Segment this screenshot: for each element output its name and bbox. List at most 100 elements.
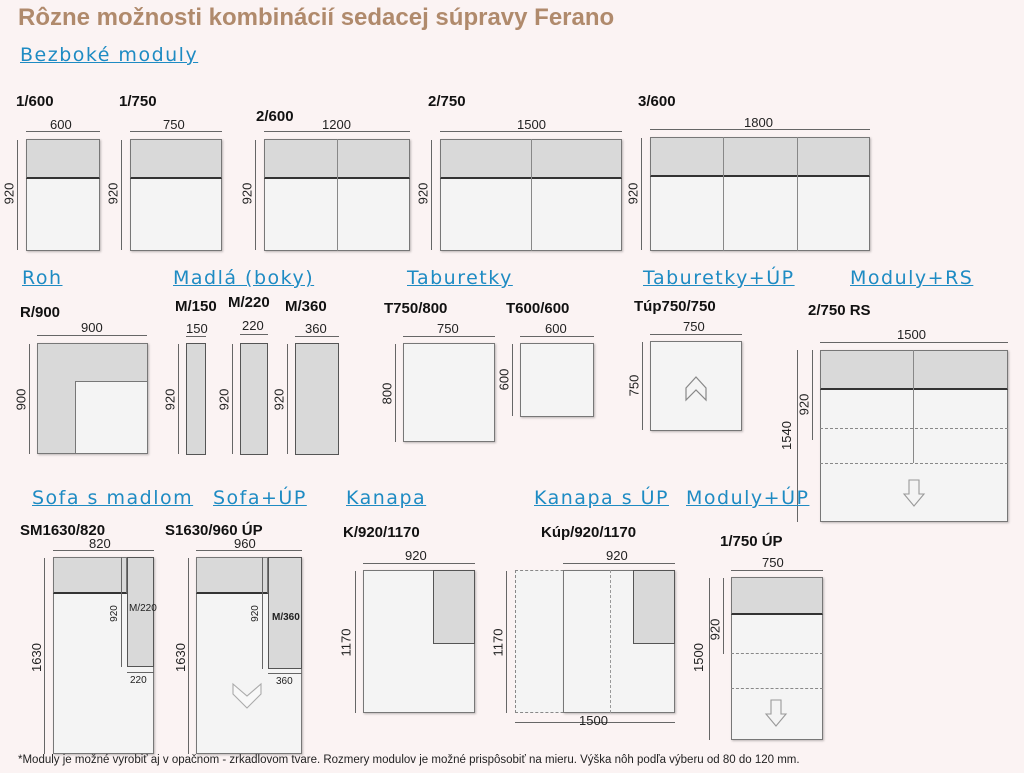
module-code: M/360 <box>285 298 327 315</box>
module-code: 1/750 ÚP <box>720 533 783 550</box>
arm-height-label: 920 <box>249 605 261 622</box>
height-dimension-line <box>255 140 256 250</box>
width-label: 1200 <box>322 117 351 132</box>
width-label: 750 <box>683 319 705 334</box>
module-code: R/900 <box>20 304 61 321</box>
width-dimension-line <box>186 336 206 337</box>
corner-seat <box>75 381 148 454</box>
width-label: 1500 <box>897 327 926 342</box>
width-dimension-line <box>295 336 339 337</box>
chevron-down-icon <box>232 682 262 709</box>
height-seat-label: 920 <box>796 393 812 416</box>
module-code: SM1630/820 <box>20 522 106 539</box>
width-label: 1800 <box>744 115 773 130</box>
footnote: *Moduly je možné vyrobiť aj v opačnom - … <box>18 754 800 766</box>
section-kanapa: Kanapa <box>346 487 427 509</box>
module-code: Kúp/920/1170 <box>541 524 637 541</box>
height-label: 1630 <box>172 643 188 672</box>
section-moduly-rs: Moduly+RS <box>850 267 974 289</box>
height-label: 920 <box>105 182 121 205</box>
height-dimension-line <box>506 571 507 713</box>
width-dimension-line <box>563 563 675 564</box>
section-sofa-up: Sofa+ÚP <box>213 487 307 509</box>
dashed-line <box>820 463 1008 464</box>
arm-width-label: 360 <box>276 676 293 687</box>
seat-divider <box>531 139 532 251</box>
section-madla: Madlá (boky) <box>173 267 315 289</box>
width-label: 150 <box>186 321 208 336</box>
height-label: 920 <box>271 388 287 411</box>
module-code: S1630/960 ÚP <box>165 522 263 539</box>
width-dimension-line <box>650 129 870 130</box>
width-label: 900 <box>81 320 103 335</box>
chevron-up-icon <box>685 376 707 402</box>
height-dimension-line <box>17 140 18 250</box>
width-label: 750 <box>762 555 784 570</box>
height-label: 1170 <box>490 628 506 657</box>
module-code: 3/600 <box>638 93 676 110</box>
arm-m-360 <box>268 557 302 669</box>
arm-width-dimension-line <box>127 672 154 673</box>
arm-height-label: 920 <box>108 605 120 622</box>
height-dimension-line <box>44 558 45 754</box>
backrest <box>53 557 127 594</box>
module-code: 2/750 RS <box>808 302 871 319</box>
arm-label: M/220 <box>129 603 157 614</box>
height-dimension-line <box>188 558 189 754</box>
width-label: 600 <box>50 117 72 132</box>
width-label: 820 <box>89 536 111 551</box>
module-code: 1/750 <box>119 93 157 110</box>
width-dimension-line <box>264 131 410 132</box>
width-dimension-line <box>37 335 147 336</box>
width-dimension-line <box>520 336 594 337</box>
height-dimension-line <box>723 578 724 654</box>
width-label: 360 <box>305 321 327 336</box>
width-label: 600 <box>545 321 567 336</box>
height-label: 1630 <box>28 643 44 672</box>
height-dimension-line <box>431 140 432 250</box>
module-code: 1/600 <box>16 93 54 110</box>
backrest <box>196 557 268 594</box>
width-dimension-line <box>240 334 268 335</box>
page-title: Rôzne možnosti kombinácií sedacej súprav… <box>18 4 615 31</box>
seat-divider <box>723 137 724 251</box>
tabouret-t600-600 <box>520 343 594 417</box>
dashed-line <box>820 428 1008 429</box>
section-kanapa-up: Kanapa s ÚP <box>534 487 669 509</box>
seat-divider <box>797 137 798 251</box>
height-dimension-line <box>29 344 30 454</box>
height-dimension-line <box>812 350 813 440</box>
backrest <box>820 350 1008 390</box>
section-moduly-up: Moduly+ÚP <box>686 487 810 509</box>
height-label: 920 <box>216 388 232 411</box>
height-label: 920 <box>162 388 178 411</box>
arm-m-360 <box>295 343 339 455</box>
height-label: 750 <box>626 374 642 397</box>
module-code: 2/750 <box>428 93 466 110</box>
height-dimension-line <box>395 344 396 442</box>
section-roh: Roh <box>22 267 63 289</box>
height-total-label: 1500 <box>690 643 706 672</box>
bottom-width-dimension-line <box>515 722 675 723</box>
height-label: 920 <box>625 182 641 205</box>
width-dimension-line <box>440 131 622 132</box>
width-label: 960 <box>234 536 256 551</box>
backrest <box>650 137 870 177</box>
dashed-line <box>610 570 611 713</box>
seat-divider <box>337 139 338 251</box>
arm-width-dimension-line <box>268 673 302 674</box>
height-dimension-line <box>641 138 642 250</box>
height-label: 920 <box>1 182 17 205</box>
width-dimension-line <box>26 131 100 132</box>
arm-label: M/360 <box>272 612 300 623</box>
height-label: 800 <box>379 382 395 405</box>
section-sofa-s-madlom: Sofa s madlom <box>32 487 194 509</box>
tabouret-t750-800 <box>403 343 495 442</box>
width-label: 220 <box>242 318 264 333</box>
kanapa-backrest <box>633 570 675 644</box>
module-code: T600/600 <box>506 300 570 317</box>
dashed-line <box>731 688 823 689</box>
backrest <box>130 139 222 179</box>
module-code: K/920/1170 <box>343 524 420 541</box>
width-label: 920 <box>405 548 427 563</box>
